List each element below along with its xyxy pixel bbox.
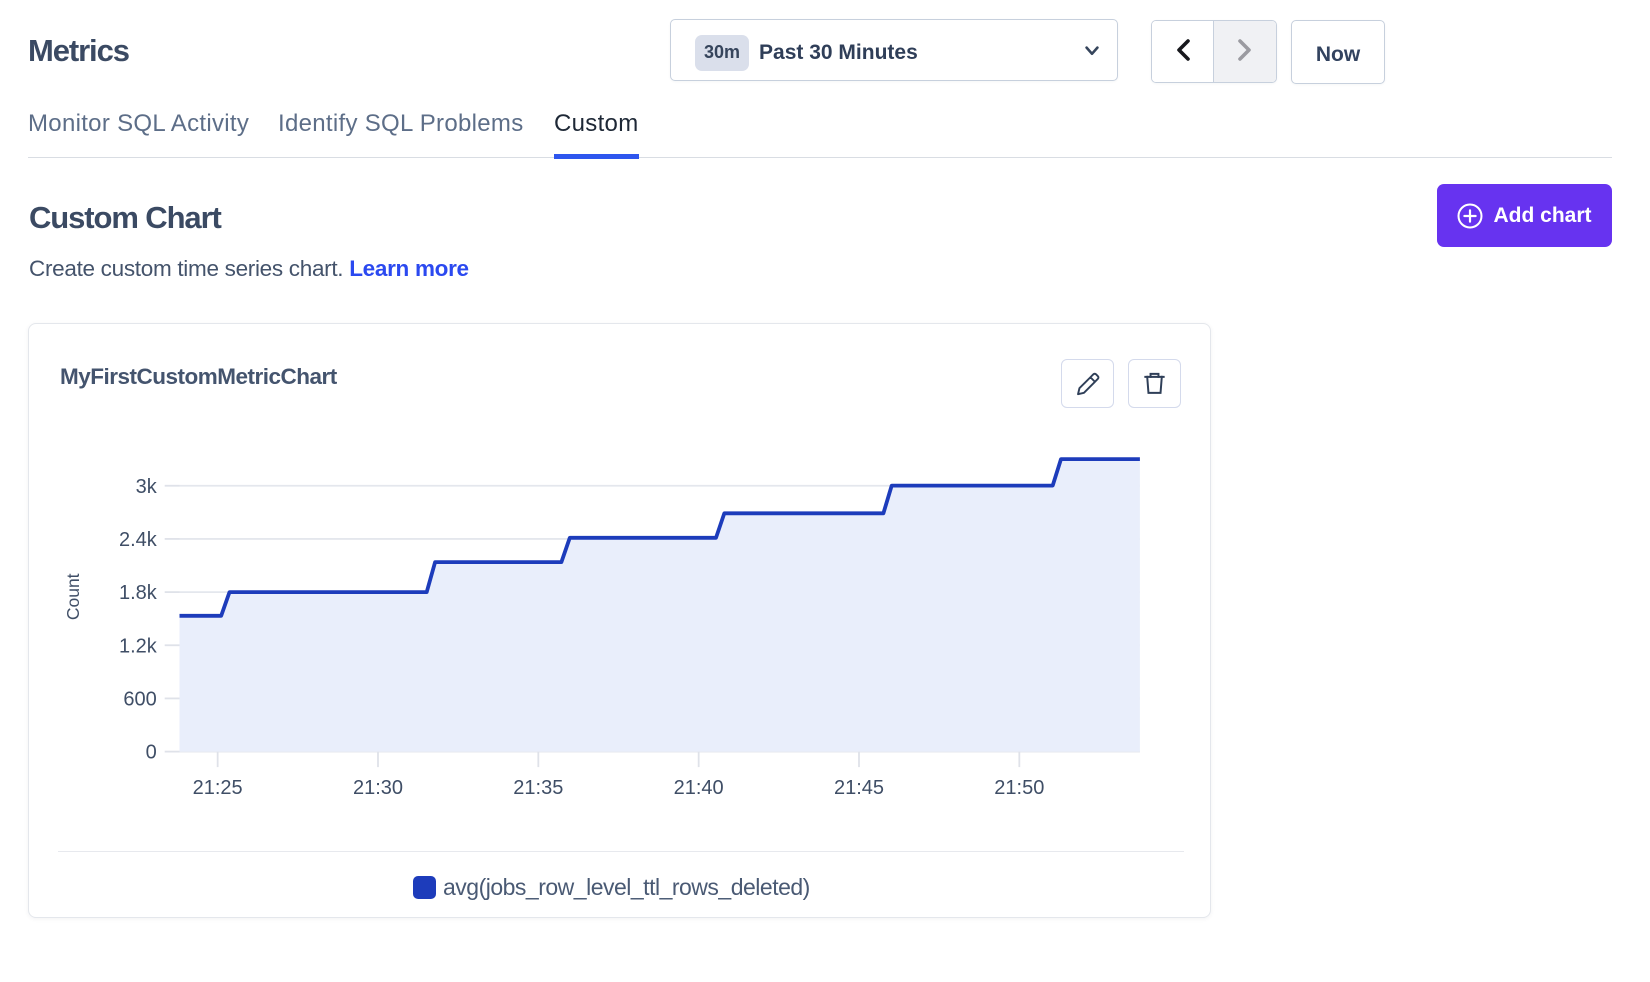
- svg-text:21:35: 21:35: [513, 777, 563, 799]
- svg-text:21:50: 21:50: [994, 777, 1044, 799]
- learn-more-link[interactable]: Learn more: [349, 256, 469, 281]
- edit-chart-button[interactable]: [1061, 359, 1114, 408]
- plus-circle-icon: [1457, 203, 1483, 229]
- time-next-button[interactable]: [1214, 21, 1276, 82]
- chart-legend[interactable]: avg(jobs_row_level_ttl_rows_deleted): [413, 875, 810, 899]
- chevron-right-icon: [1237, 38, 1253, 65]
- chevron-down-icon: [1085, 46, 1099, 56]
- add-chart-button[interactable]: Add chart: [1437, 184, 1612, 247]
- tab-identify-sql-problems[interactable]: Identify SQL Problems: [278, 109, 524, 137]
- add-chart-label: Add chart: [1493, 203, 1592, 227]
- section-title: Custom Chart: [29, 199, 222, 235]
- delete-chart-button[interactable]: [1128, 359, 1181, 408]
- time-range-selector[interactable]: 30m Past 30 Minutes: [670, 19, 1118, 81]
- svg-text:600: 600: [123, 688, 156, 710]
- section-subtitle: Create custom time series chart. Learn m…: [29, 257, 469, 281]
- page-title: Metrics: [28, 33, 130, 68]
- custom-chart-card: MyFirstCustomMetricChart 0 600 1.2k 1.8k 2.4…: [28, 323, 1211, 918]
- svg-text:Count: Count: [63, 573, 83, 620]
- legend-label: avg(jobs_row_level_ttl_rows_deleted): [443, 874, 810, 900]
- time-window-arrows: [1151, 20, 1277, 83]
- custom-chart-plot[interactable]: 0 600 1.2k 1.8k 2.4k 3k 21:25 21:30 21:35 21:40 21…: [29, 324, 1212, 824]
- time-range-badge: 30m: [695, 34, 750, 71]
- now-button[interactable]: Now: [1291, 20, 1385, 84]
- svg-text:21:40: 21:40: [674, 777, 724, 799]
- time-prev-button[interactable]: [1152, 21, 1214, 82]
- svg-text:3k: 3k: [136, 476, 158, 498]
- legend-swatch: [413, 875, 436, 899]
- svg-text:1.2k: 1.2k: [119, 635, 158, 657]
- card-divider: [58, 851, 1184, 852]
- tab-custom[interactable]: Custom: [554, 111, 639, 158]
- svg-text:1.8k: 1.8k: [119, 582, 158, 604]
- tab-bar: Monitor SQL Activity Identify SQL Proble…: [28, 104, 1612, 158]
- chevron-left-icon: [1175, 38, 1191, 65]
- time-range-label: Past 30 Minutes: [759, 40, 918, 64]
- svg-text:0: 0: [146, 742, 157, 764]
- svg-text:21:30: 21:30: [353, 777, 403, 799]
- svg-text:2.4k: 2.4k: [119, 529, 158, 551]
- trash-icon: [1142, 371, 1167, 396]
- pencil-icon: [1075, 371, 1101, 397]
- svg-text:21:25: 21:25: [193, 777, 243, 799]
- svg-text:21:45: 21:45: [834, 777, 884, 799]
- subtitle-text: Create custom time series chart.: [29, 256, 344, 281]
- tab-monitor-sql-activity[interactable]: Monitor SQL Activity: [28, 109, 250, 137]
- chart-title: MyFirstCustomMetricChart: [60, 364, 337, 389]
